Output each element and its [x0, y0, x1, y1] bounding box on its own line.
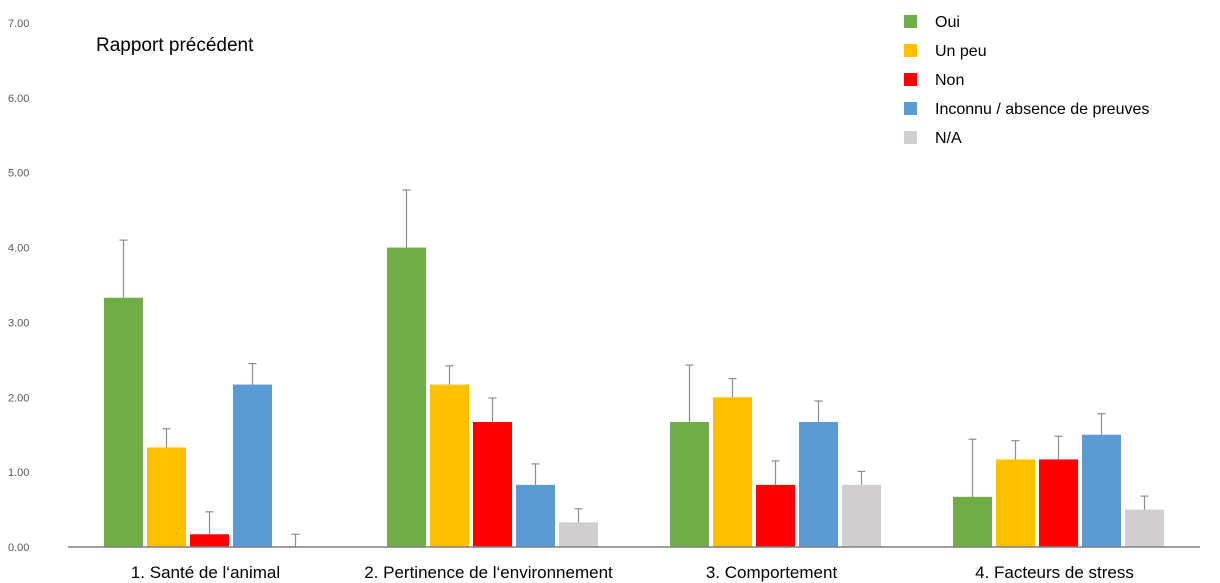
bar — [559, 522, 598, 547]
legend-item-label: Non — [935, 72, 964, 89]
legend-item-label: Oui — [935, 14, 960, 31]
bar — [1082, 434, 1121, 547]
bar — [1125, 509, 1164, 547]
legend-item-label: N/A — [935, 130, 962, 147]
y-tick-label: 4.00 — [8, 243, 29, 255]
y-tick-label: 7.00 — [8, 18, 29, 30]
x-axis-category-labels: 1. Santé de l‘animal 2. Pertinence de l‘e… — [131, 563, 1134, 582]
bar — [799, 421, 838, 547]
x-category-label: 4. Facteurs de stress — [975, 563, 1134, 582]
y-tick-label: 2.00 — [8, 392, 29, 404]
legend: Oui Un peu Non Inconnu / absence de preuves… — [904, 14, 1149, 147]
y-tick-label: 1.00 — [8, 467, 29, 479]
x-category-label: 3. Comportement — [706, 563, 838, 582]
y-tick-label: 6.00 — [8, 93, 29, 105]
legend-swatch — [904, 44, 917, 57]
bar — [713, 397, 752, 547]
x-category-label: 1. Santé de l‘animal — [131, 563, 280, 582]
y-axis-tick-labels: 0.00 1.00 2.00 3.00 4.00 5.00 6.00 7.00 — [8, 18, 29, 554]
bar — [387, 247, 426, 548]
bar — [190, 534, 229, 547]
y-tick-label: 3.00 — [8, 317, 29, 329]
bar — [953, 496, 992, 547]
error-bars-group — [119, 189, 1149, 547]
bar — [516, 484, 555, 547]
bar — [670, 421, 709, 547]
bar — [842, 484, 881, 547]
y-tick-label: 0.00 — [8, 542, 29, 554]
bar — [233, 384, 272, 547]
legend-item-label: Inconnu / absence de preuves — [935, 101, 1149, 118]
bar — [1039, 459, 1078, 547]
bar — [756, 484, 795, 547]
legend-item-label: Un peu — [935, 43, 987, 60]
bar — [104, 297, 143, 547]
y-tick-label: 5.00 — [8, 168, 29, 180]
x-category-label: 2. Pertinence de l‘environnement — [364, 563, 613, 582]
bars-group — [104, 247, 1164, 548]
chart-title: Rapport précédent — [96, 35, 254, 56]
legend-swatch — [904, 131, 917, 144]
bar — [996, 459, 1035, 547]
legend-swatch — [904, 73, 917, 86]
bar — [430, 384, 469, 547]
bar — [147, 447, 186, 547]
legend-swatch — [904, 15, 917, 28]
legend-swatch — [904, 102, 917, 115]
bar — [473, 421, 512, 547]
